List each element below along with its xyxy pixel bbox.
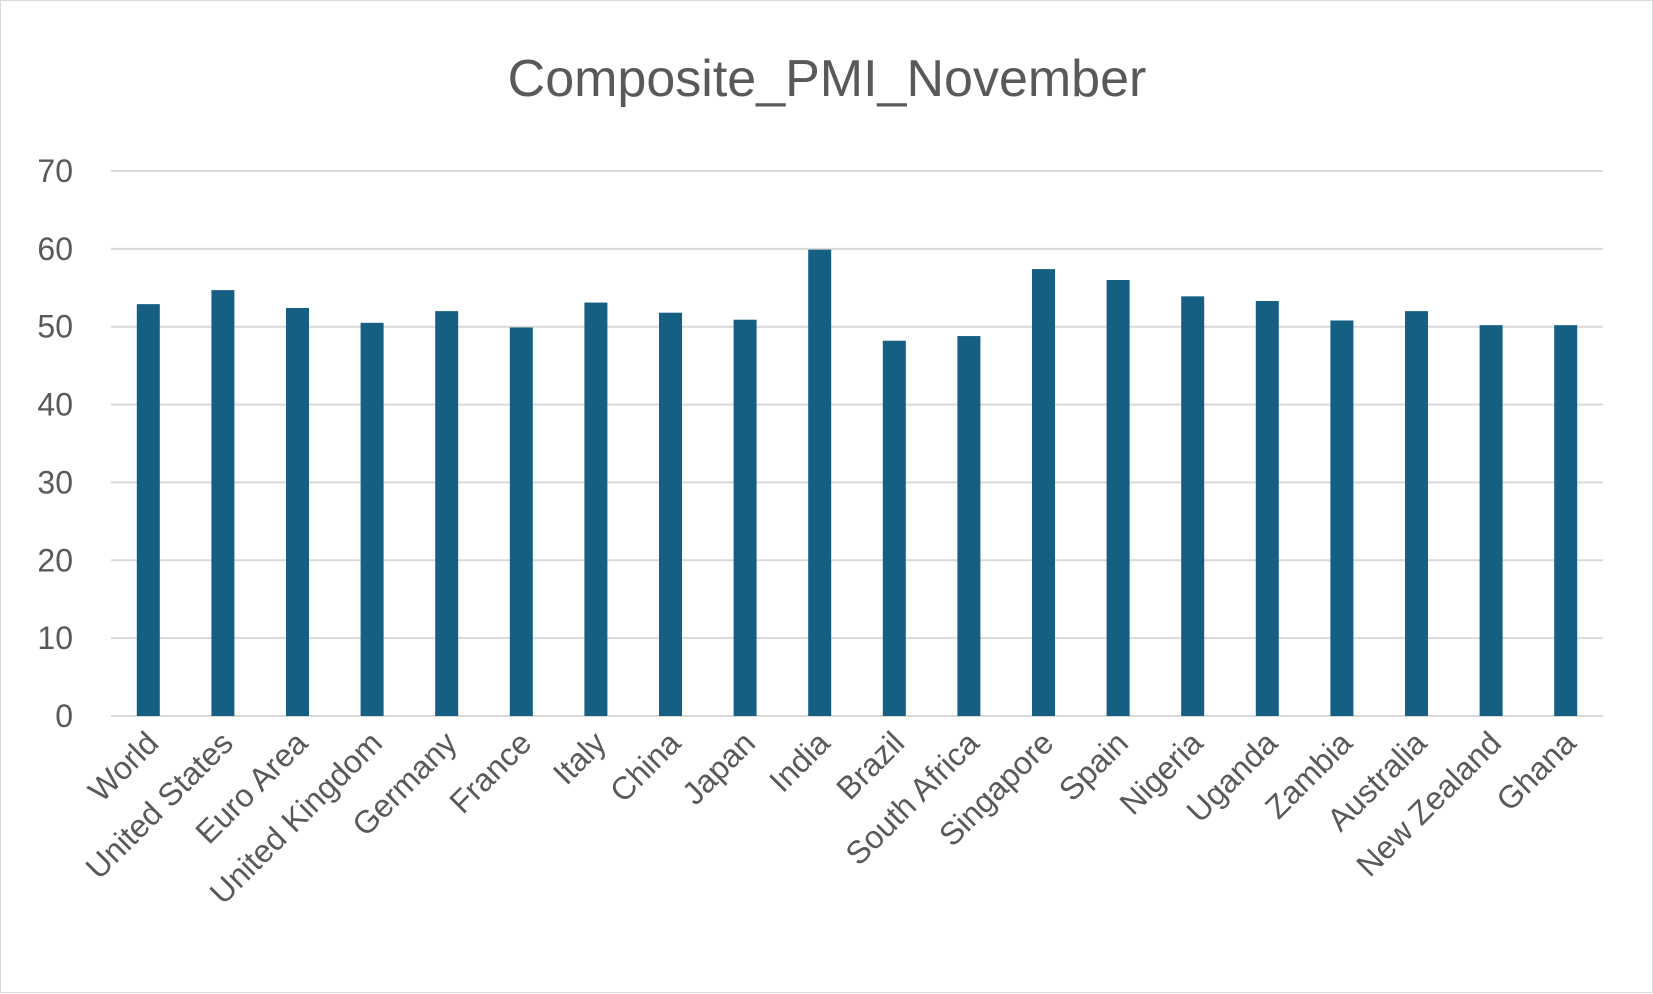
y-tick-label: 40 bbox=[37, 387, 73, 423]
bar-united-kingdom bbox=[360, 322, 384, 716]
bar-china bbox=[659, 312, 682, 716]
y-tick-label: 20 bbox=[37, 542, 73, 578]
x-tick-label: Ghana bbox=[1489, 724, 1583, 818]
y-tick-label: 50 bbox=[37, 309, 73, 345]
bar-india bbox=[808, 249, 832, 716]
x-tick-label: China bbox=[603, 724, 688, 809]
x-tick-label: France bbox=[442, 724, 538, 820]
bar-germany bbox=[435, 311, 459, 716]
bar-singapore bbox=[1032, 269, 1055, 716]
bar-australia bbox=[1405, 311, 1428, 716]
bar-world bbox=[136, 304, 160, 716]
y-tick-label: 30 bbox=[37, 464, 73, 500]
bar-united-states bbox=[211, 290, 235, 716]
bar-japan bbox=[733, 319, 757, 716]
bar-south-africa bbox=[957, 336, 981, 716]
bar-ghana bbox=[1554, 325, 1578, 716]
y-tick-label: 0 bbox=[55, 698, 73, 734]
bar-uganda bbox=[1255, 301, 1279, 716]
y-tick-label: 10 bbox=[37, 620, 73, 656]
bar-france bbox=[509, 327, 533, 716]
bar-nigeria bbox=[1181, 296, 1205, 716]
chart-title: Composite_PMI_November bbox=[508, 50, 1147, 108]
bar-new-zealand bbox=[1479, 325, 1503, 716]
bar-spain bbox=[1106, 280, 1130, 716]
bar-italy bbox=[584, 302, 608, 716]
bar-brazil bbox=[882, 340, 906, 716]
y-axis-ticks: 0 10 20 30 40 50 60 70 bbox=[37, 153, 73, 734]
gridlines bbox=[111, 170, 1603, 717]
y-tick-label: 70 bbox=[37, 153, 73, 189]
x-tick-label: Italy bbox=[546, 724, 613, 791]
bar-zambia bbox=[1330, 320, 1354, 716]
bars bbox=[136, 249, 1578, 716]
x-tick-label: Japan bbox=[675, 724, 762, 811]
bar-euro-area bbox=[286, 308, 309, 716]
x-tick-label: India bbox=[762, 724, 837, 799]
y-tick-label: 60 bbox=[37, 231, 73, 267]
